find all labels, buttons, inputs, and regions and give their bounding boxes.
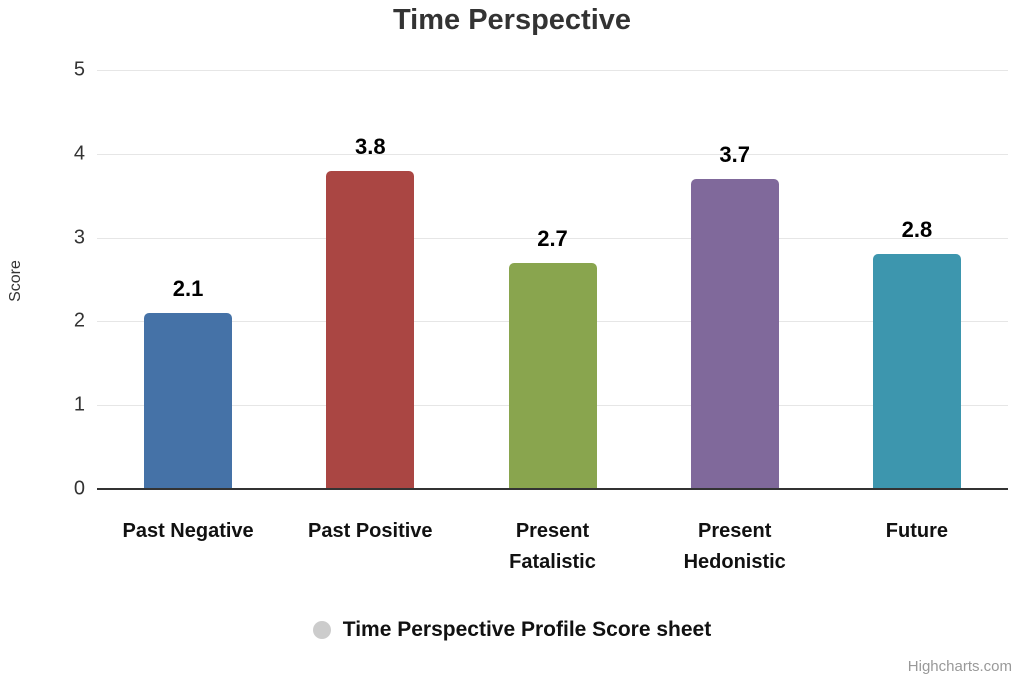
bar-past-negative[interactable] [144,313,233,488]
legend-marker-icon [312,621,331,639]
y-axis-tick-label: 4 [73,142,85,165]
x-axis-label-past-positive: Past Positive [308,520,433,542]
y-axis-tick-label: 5 [73,58,85,81]
bar-present-fatalistic[interactable] [508,262,597,488]
y-axis-tick-label: 1 [73,393,85,416]
gridline-y-3 [97,237,1008,239]
y-axis-tick-label: 3 [73,226,85,249]
bar-past-positive[interactable] [326,170,415,488]
x-axis-label-past-negative: Past Negative [122,520,254,542]
x-axis-label-present-fatalistic: Present Fatalistic [509,520,596,573]
data-label-past-positive: 3.8 [355,133,386,159]
y-axis-tick-label: 2 [73,309,85,332]
x-axis-label-future: Future [885,520,948,542]
gridline-y-5 [97,70,1008,71]
x-axis-label-present-hedonistic: Present Hedonistic [683,520,786,573]
bar-future[interactable] [872,254,961,488]
legend-label: Time Perspective Profile Score sheet [342,618,712,641]
chart-title: Time Perspective [392,4,632,36]
highcharts-credits-link[interactable]: Highcharts.com [907,658,1012,675]
gridline-y-4 [97,153,1008,155]
y-axis-title: Score [7,260,24,302]
y-axis-tick-label: 0 [73,477,85,500]
data-label-present-hedonistic: 3.7 [719,141,750,167]
data-label-past-negative: 2.1 [172,276,204,302]
data-label-present-fatalistic: 2.7 [537,225,568,251]
legend-item[interactable]: Time Perspective Profile Score sheet [0,618,1024,642]
bar-present-hedonistic[interactable] [690,178,779,488]
data-label-future: 2.8 [901,217,933,243]
x-axis-line [97,488,1008,490]
